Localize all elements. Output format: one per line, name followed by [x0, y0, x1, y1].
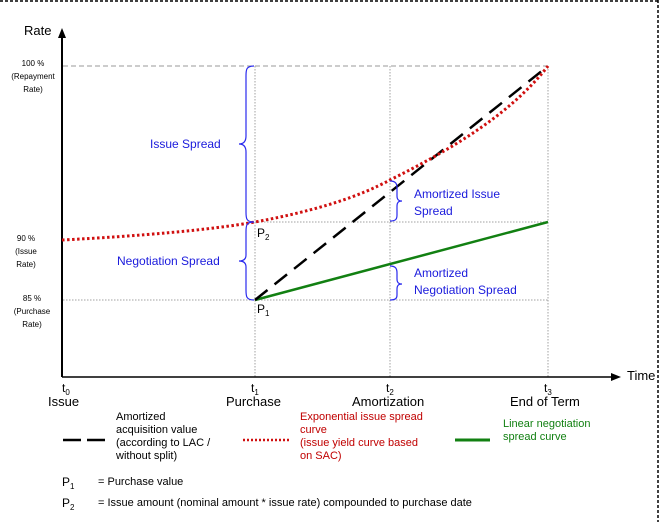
- amortized-issue-spread-label: Amortized Issue Spread: [414, 187, 501, 218]
- footnote-p1-text: = Purchase value: [98, 476, 184, 488]
- x-tick-t0-symbol: t0: [62, 381, 70, 397]
- y-level-90: 90 % (Issue Rate): [4, 232, 48, 271]
- y-level-100: 100 % (Repayment Rate): [4, 57, 62, 96]
- negotiation-spread-brace: [238, 221, 255, 301]
- amortized-issue-spread-brace: [389, 180, 403, 222]
- negotiation-spread-label: Negotiation Spread: [117, 254, 220, 268]
- x-tick-t2-symbol: t2: [386, 381, 394, 397]
- x-tick-t1-label: Purchase: [226, 394, 281, 409]
- footnote-p2-text: = Issue amount (nominal amount * issue r…: [98, 497, 472, 509]
- footnote-p1-symbol: P1: [62, 475, 75, 491]
- y-level-value: 100 %: [21, 59, 45, 68]
- y-level-85: 85 % (Purchase Rate): [4, 292, 60, 331]
- y-level-caption: (Purchase: [13, 307, 51, 316]
- legend-linear-label: Linear negotiation spread curve: [503, 418, 591, 443]
- exponential-issue-curve: [61, 65, 550, 242]
- y-level-caption: Rate): [16, 260, 36, 269]
- y-level-value: 85 %: [22, 294, 42, 303]
- x-axis-label: Time: [627, 368, 656, 383]
- linear-negotiation-curve: [254, 220, 549, 302]
- issue-spread-brace: [238, 65, 255, 223]
- x-tick-t3-symbol: t3: [544, 381, 552, 397]
- y-level-caption: Rate): [22, 320, 42, 329]
- point-p1-label: P1: [257, 302, 270, 318]
- legend-lac-label: Amortized acquisition value (according t…: [116, 411, 211, 462]
- x-tick-t3-label: End of Term: [510, 394, 580, 409]
- point-p2-label: P2: [257, 226, 270, 242]
- y-level-caption: Rate): [23, 85, 43, 94]
- y-level-value: 90 %: [16, 234, 36, 243]
- x-tick-t2-label: Amortization: [352, 394, 425, 409]
- y-axis-arrow-icon: [58, 28, 66, 38]
- amortized-negotiation-spread-brace: [389, 265, 403, 301]
- y-level-caption: (Issue: [15, 247, 37, 256]
- y-axis-label: Rate: [24, 23, 52, 38]
- footnote-p2-symbol: P2: [62, 496, 75, 512]
- lac-dashed-line: [254, 65, 549, 301]
- x-tick-t1-symbol: t1: [251, 381, 259, 397]
- issue-spread-label: Issue Spread: [150, 137, 221, 151]
- x-axis-arrow-icon: [611, 373, 621, 381]
- legend-exponential-label: Exponential issue spread curve (issue yi…: [300, 411, 423, 462]
- amortized-negotiation-spread-label: Amortized Negotiation Spread: [414, 266, 517, 297]
- y-level-caption: (Repayment: [11, 72, 55, 81]
- x-tick-t0-label: Issue: [48, 394, 80, 409]
